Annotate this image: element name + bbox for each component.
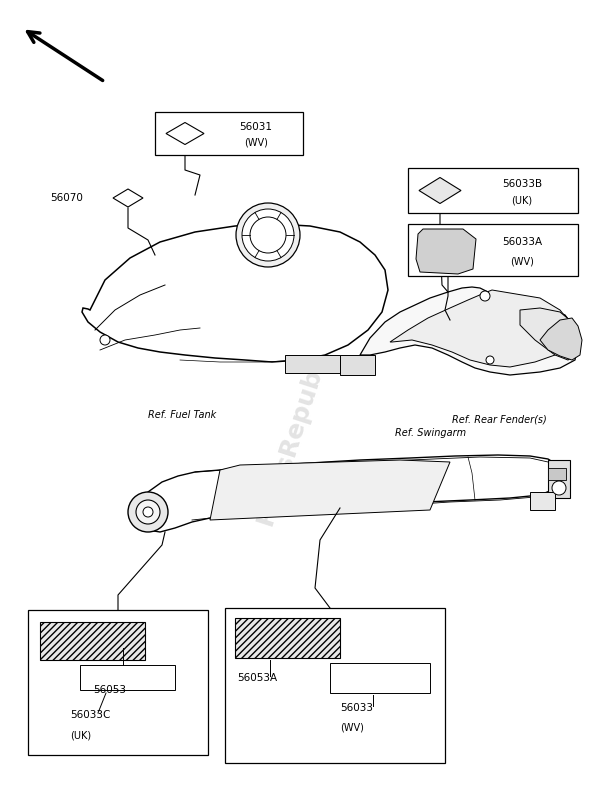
Bar	[548, 468, 566, 480]
Text: 56033A: 56033A	[502, 237, 542, 247]
Bar	[40, 622, 145, 660]
Polygon shape	[210, 460, 450, 520]
Bar	[548, 460, 570, 498]
Polygon shape	[166, 122, 204, 145]
Text: 56031: 56031	[239, 122, 272, 132]
Bar	[225, 608, 445, 763]
Circle shape	[143, 507, 153, 517]
Circle shape	[128, 492, 168, 532]
Text: 56070: 56070	[50, 193, 83, 203]
Bar	[330, 663, 430, 693]
Bar	[530, 492, 555, 510]
Circle shape	[136, 500, 160, 524]
Text: Ref. Rear Fender(s): Ref. Rear Fender(s)	[452, 415, 547, 425]
Text: (UK): (UK)	[511, 196, 532, 205]
Text: (UK): (UK)	[70, 730, 91, 740]
Circle shape	[552, 481, 566, 495]
Polygon shape	[520, 308, 578, 360]
Text: 56033B: 56033B	[502, 179, 542, 189]
Text: (WV): (WV)	[510, 256, 534, 266]
Circle shape	[236, 203, 300, 267]
Bar	[408, 168, 578, 213]
Circle shape	[100, 335, 110, 345]
Bar	[285, 355, 340, 373]
Bar	[340, 355, 375, 375]
Polygon shape	[360, 287, 578, 375]
Polygon shape	[416, 229, 476, 274]
Bar	[80, 665, 175, 690]
Polygon shape	[82, 224, 388, 362]
Text: 56053A: 56053A	[237, 673, 277, 683]
Bar	[28, 610, 208, 755]
Text: Ref. Swingarm: Ref. Swingarm	[395, 428, 466, 438]
Circle shape	[250, 217, 286, 253]
Polygon shape	[135, 455, 560, 532]
Circle shape	[242, 209, 294, 261]
Polygon shape	[540, 318, 582, 360]
Text: 56033: 56033	[340, 703, 373, 713]
Text: 56053: 56053	[93, 685, 126, 695]
Circle shape	[486, 356, 494, 364]
Polygon shape	[113, 189, 143, 207]
Circle shape	[480, 291, 490, 301]
Bar	[235, 618, 340, 658]
Text: Ref. Fuel Tank: Ref. Fuel Tank	[148, 410, 216, 420]
Text: (WV): (WV)	[340, 723, 364, 733]
Polygon shape	[390, 290, 572, 367]
Bar	[155, 112, 303, 155]
Text: 56033C: 56033C	[70, 710, 110, 720]
Polygon shape	[419, 177, 461, 204]
Text: (WV): (WV)	[244, 138, 267, 148]
Text: PartsRepublik: PartsRepublik	[253, 332, 337, 527]
Bar	[408, 224, 578, 276]
